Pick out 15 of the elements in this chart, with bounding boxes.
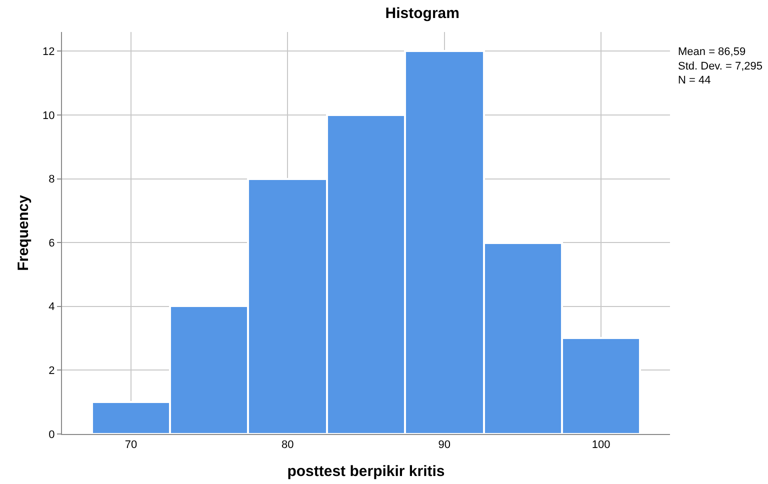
y-tick-label: 10: [42, 110, 55, 122]
x-tick-label: 100: [592, 439, 610, 452]
y-tick-label: 2: [48, 365, 55, 378]
y-axis-title: Frequency: [14, 194, 32, 271]
x-tick-label: 70: [124, 439, 138, 452]
y-tick-label: 6: [48, 237, 55, 250]
y-tick-label: 4: [48, 301, 55, 314]
y-tick-label: 12: [42, 46, 55, 58]
y-tick-label: 0: [48, 428, 55, 441]
x-tick-label: 80: [282, 439, 294, 452]
x-tick-label: 90: [438, 439, 450, 452]
y-tick-label: 8: [48, 174, 55, 186]
x-axis-title: posttest berpikir kritis: [287, 463, 445, 480]
chart-title: Histogram: [385, 4, 460, 22]
text: Mean = 86,59 Std. Dev. = 7,295 N = 44: [678, 46, 762, 87]
